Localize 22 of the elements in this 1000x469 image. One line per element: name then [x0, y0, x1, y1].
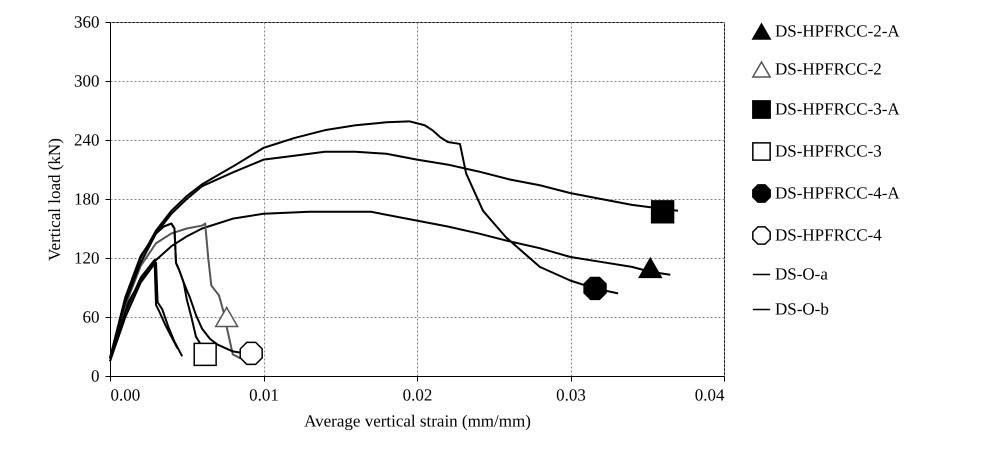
legend-label: DS-O-b	[775, 300, 829, 318]
legend-label: DS-HPFRCC-3-A	[775, 100, 900, 118]
legend-label: DS-HPFRCC-2	[775, 60, 882, 78]
legend-label: DS-HPFRCC-4	[775, 226, 882, 244]
y-tick-label: 60	[82, 308, 100, 326]
y-tick-label: 240	[74, 130, 100, 150]
y-tick-label: 0	[91, 366, 100, 386]
y-tick-label: 180	[74, 190, 100, 208]
y-tick-label: 360	[74, 12, 100, 32]
legend-label: DS-HPFRCC-2-A	[775, 22, 900, 40]
legend-label: DS-HPFRCC-4-A	[775, 184, 900, 202]
x-tick-label: 0.01	[249, 386, 279, 404]
y-axis-title: Vertical load (kN)	[45, 138, 64, 261]
x-tick-label: 0.02	[402, 386, 432, 404]
x-axis-title: Average vertical strain (mm/mm)	[304, 412, 531, 430]
x-tick-label: 0.00	[110, 386, 140, 404]
x-tick-label: 0.04	[694, 386, 725, 404]
legend-label: DS-O-a	[775, 264, 828, 284]
legend-label: DS-HPFRCC-3	[775, 142, 882, 160]
y-tick-label: 120	[74, 248, 100, 268]
x-tick-label: 0.03	[556, 386, 586, 404]
y-tick-label: 300	[74, 72, 100, 90]
